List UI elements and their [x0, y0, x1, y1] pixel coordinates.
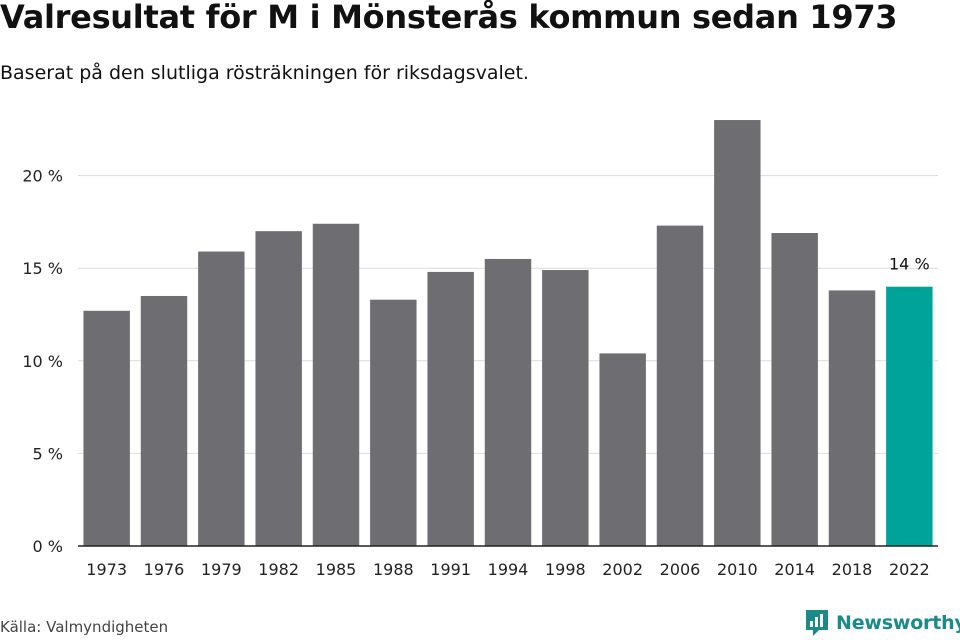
- x-tick-label: 2022: [889, 560, 930, 579]
- bar-1991: [427, 271, 474, 546]
- data-label-2022: 14 %: [889, 255, 930, 274]
- x-tick-label: 1982: [258, 560, 299, 579]
- y-tick-label: 5 %: [33, 444, 63, 463]
- y-tick-label: 20 %: [22, 167, 63, 186]
- brand-name: Newsworthy: [836, 612, 960, 634]
- bar-2022: [886, 286, 933, 546]
- bar-1982: [255, 231, 302, 546]
- x-tick-label: 2010: [717, 560, 758, 579]
- x-tick-label: 1973: [86, 560, 127, 579]
- x-tick-label: 2014: [774, 560, 815, 579]
- bar-2014: [771, 233, 818, 546]
- bar-chart: 0 %5 %10 %15 %20 % 1973 1976 1979 1982 1985 1…: [22, 120, 938, 579]
- x-tick-label: 2002: [602, 560, 643, 579]
- x-tick-label: 1976: [144, 560, 185, 579]
- bar-1985: [312, 223, 360, 546]
- x-tick-label: 1991: [430, 560, 471, 579]
- x-tick-label: 1988: [373, 560, 414, 579]
- x-tick-label: 2006: [660, 560, 701, 579]
- bar-2002: [599, 353, 646, 546]
- y-tick-label: 0 %: [33, 537, 63, 556]
- bar-2010: [714, 120, 761, 546]
- brand-logo: Newsworthy: [804, 608, 960, 638]
- chart-subtitle: Baserat på den slutliga rösträkningen fö…: [0, 62, 529, 84]
- bar-1998: [542, 270, 589, 546]
- x-tick-label: 2018: [832, 560, 873, 579]
- bar-1988: [370, 299, 417, 546]
- bar-1976: [140, 295, 188, 546]
- x-tick-label: 1985: [316, 560, 357, 579]
- bar-1994: [484, 258, 532, 546]
- y-tick-label: 10 %: [22, 352, 63, 371]
- bar-1979: [198, 251, 245, 547]
- bar-2006: [656, 225, 704, 546]
- bar-2018: [828, 290, 876, 546]
- x-tick-label: 1979: [201, 560, 242, 579]
- bars: [83, 120, 933, 547]
- source-note: Källa: Valmyndigheten: [0, 618, 169, 636]
- chart-title: Valresultat för M i Mönsterås kommun sed…: [0, 0, 898, 36]
- y-axis-ticks: 0 % 5 % 10 % 15 % 20 %: [22, 167, 63, 556]
- y-tick-label: 15 %: [22, 259, 63, 278]
- x-tick-label: 1994: [488, 560, 529, 579]
- x-tick-label: 1998: [545, 560, 586, 579]
- newsworthy-logo-icon: [806, 610, 828, 636]
- x-axis-ticks: 1973 1976 1979 1982 1985 1988 1991 1994 1998 2002…: [86, 560, 929, 579]
- bar-1973: [83, 310, 130, 546]
